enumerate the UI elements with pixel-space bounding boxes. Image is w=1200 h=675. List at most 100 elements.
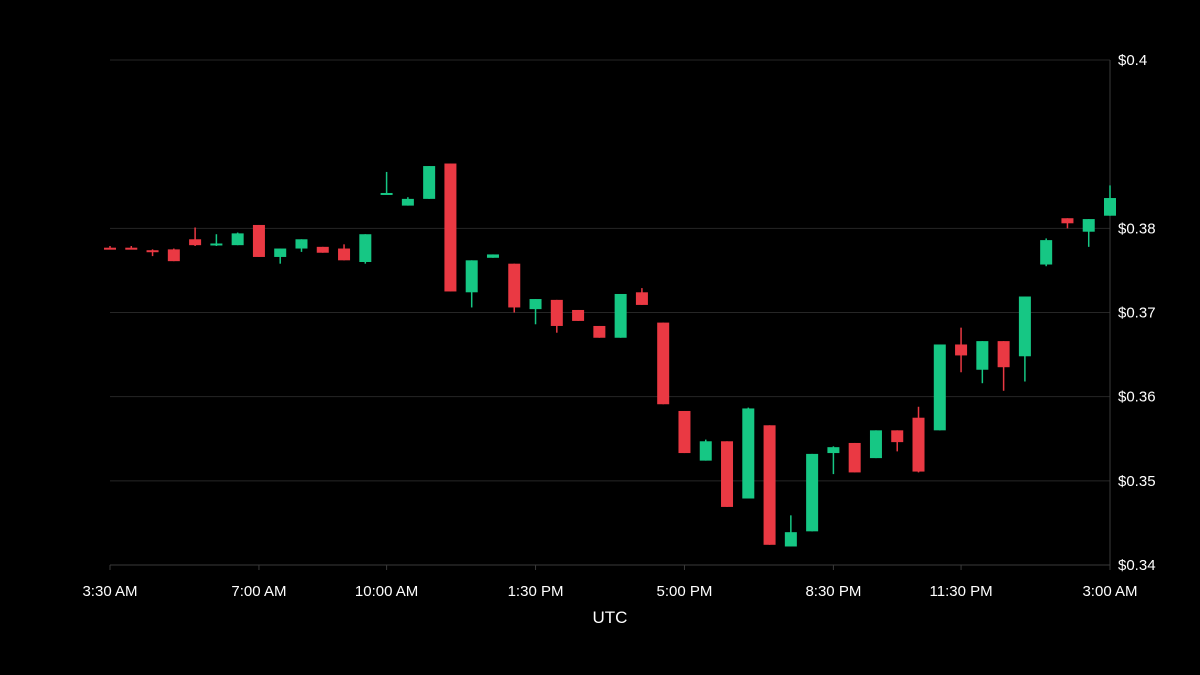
candle-body-down [763,425,776,545]
candle [614,293,627,338]
x-tick-label: 5:00 PM [657,583,713,600]
y-tick-label: $0.4 [1118,52,1147,69]
candle [295,239,308,252]
candle [827,446,840,475]
candle [848,442,861,473]
grid-lines [110,59,1110,566]
x-tick-label: 3:30 AM [82,583,137,600]
candle [572,309,585,321]
candle [912,406,925,473]
x-tick-label: 1:30 PM [508,583,564,600]
candle-body-down [316,246,329,253]
candle [699,439,712,461]
candle-body-down [572,309,585,321]
candle-body-down [508,263,521,308]
candle [380,171,393,195]
candle [593,325,606,338]
candle-body-up [465,260,478,293]
candle [104,246,116,250]
candle-body-down [997,341,1010,368]
candle-body-down [721,441,734,507]
candle [125,246,138,250]
candle-body-up [210,243,223,246]
candle-body-up [699,441,712,461]
candle [869,430,882,459]
candle [657,322,670,405]
candle-body-up [933,344,946,431]
candle [338,244,351,261]
candle [721,441,734,507]
candle-body-up [529,299,542,310]
candle [231,232,244,246]
candle-body-up [614,293,627,338]
candle [252,224,265,257]
candle [146,249,159,257]
candle-body-down [146,250,159,253]
y-tick-label: $0.37 [1118,305,1156,322]
candles [104,163,1116,547]
candle [1104,185,1116,216]
candle [423,166,436,199]
candle-body-up [380,192,393,195]
candle-body-down [338,248,351,261]
candle-body-up [295,239,308,249]
candle-body-up [486,254,499,258]
candle-body-down [678,410,691,454]
candle-body-up [231,233,244,246]
candle-body-down [848,442,861,473]
x-tick-labels: 3:30 AM 7:00 AM 10:00 AM 1:30 PM 5:00 PM 8:30… [82,565,1138,600]
candle [635,288,648,305]
candle [742,407,755,499]
candle-body-up [1104,198,1116,216]
candle-body-down [955,344,968,356]
x-tick-label: 8:30 PM [805,583,861,600]
candle [1082,219,1095,247]
candle [784,515,797,547]
candle [891,430,904,452]
candle [550,299,563,333]
candle-body-up [976,341,989,370]
candle-body-down [125,247,138,250]
candle-body-up [742,408,755,499]
candle-body-up [1018,296,1031,357]
candle-body-down [1061,218,1074,224]
candle [1040,238,1053,267]
candle [529,299,542,325]
candle [444,163,457,292]
candle-body-down [189,239,202,246]
x-tick-label: 10:00 AM [355,583,418,600]
candle-body-up [1040,240,1053,265]
candle-body-up [869,430,882,459]
candle-body-up [827,447,840,454]
candle [976,341,989,384]
candle [763,425,776,545]
candle-body-up [359,234,372,262]
y-tick-label: $0.36 [1118,389,1156,406]
candle [933,344,946,431]
candle-body-down [104,247,116,250]
candle [189,227,202,247]
candle-body-down [444,163,457,292]
candle-body-down [635,292,648,305]
candle-body-down [593,325,606,338]
candle [806,453,819,532]
candle-body-up [274,248,287,257]
candle [486,254,499,258]
candle [210,234,223,247]
candle-body-up [784,532,797,547]
candle-body-up [1082,219,1095,232]
candle-body-up [401,198,414,206]
candle-body-down [657,322,670,405]
candle-body-down [252,224,265,257]
candle-body-up [423,166,436,199]
candle [359,234,372,264]
x-tick-label: 7:00 AM [231,583,286,600]
candle-body-down [891,430,904,443]
candle [1061,218,1074,229]
candle [508,263,521,313]
candle [997,341,1010,391]
candle [678,410,691,454]
candle [167,248,180,262]
y-tick-label: $0.35 [1118,473,1156,490]
